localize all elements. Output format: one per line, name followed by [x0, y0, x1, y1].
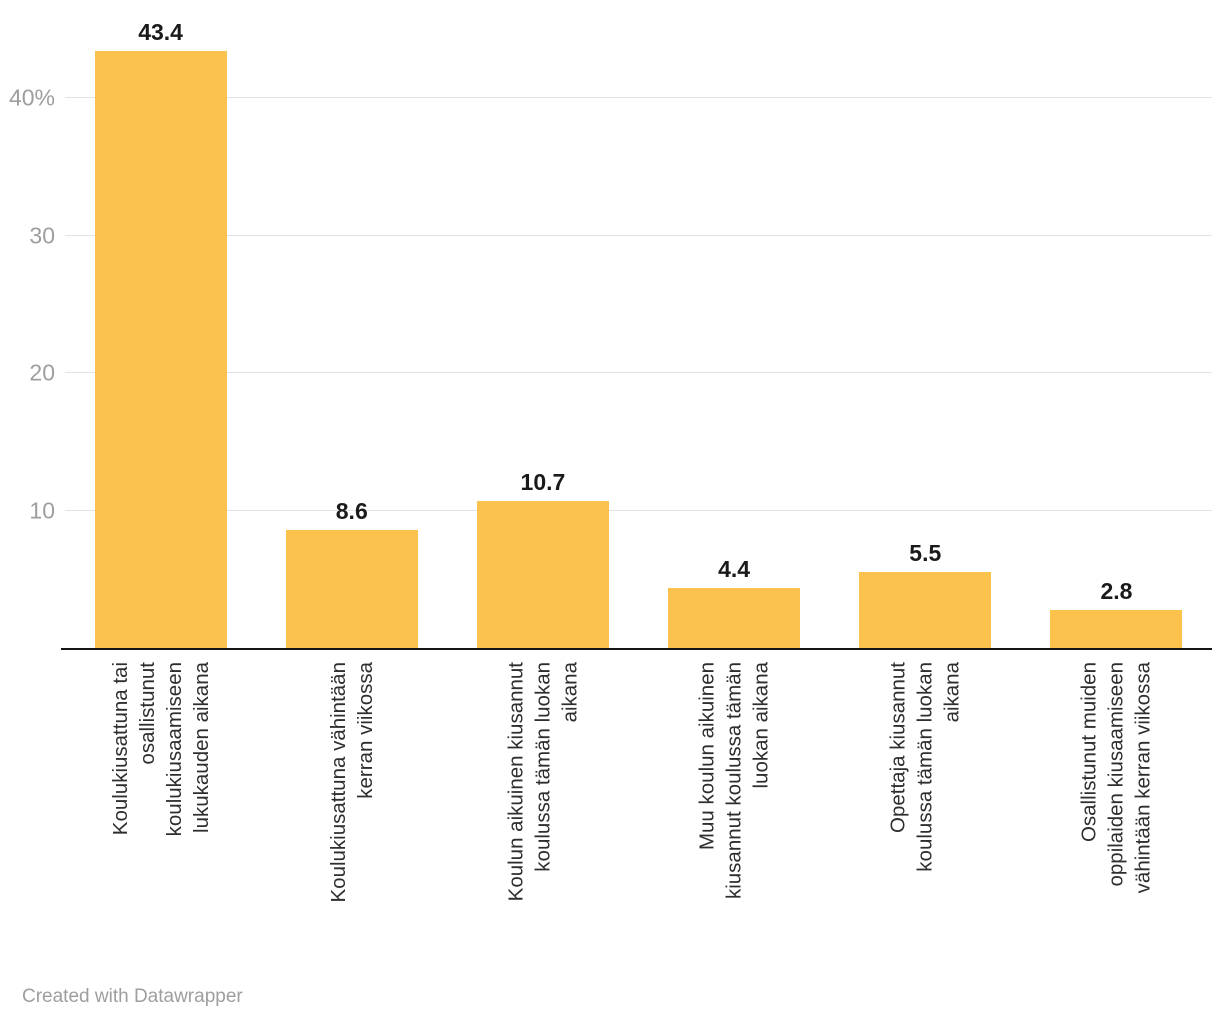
value-label: 8.6	[335, 497, 368, 524]
value-label: 43.4	[138, 19, 183, 46]
bar	[285, 529, 418, 648]
category-label-slot: Opettaja kiusannut koulussa tämän luokan…	[830, 650, 1021, 970]
category-label-slot: Osallistunut muiden oppilaiden kiusaamis…	[1021, 650, 1212, 970]
category-label-slot: Koulukiusattuna tai osallistunut kouluki…	[65, 650, 256, 970]
datawrapper-attribution-link[interactable]: Created with Datawrapper	[22, 986, 243, 1007]
category-label: Muu koulun aikuinen kiusannut koulussa t…	[695, 662, 773, 900]
bar-group: 2.8	[1021, 577, 1212, 648]
value-label: 4.4	[718, 555, 751, 582]
category-label: Opettaja kiusannut koulussa tämän luokan…	[886, 662, 964, 872]
category-label: Koulun aikuinen kiusannut koulussa tämän…	[504, 662, 582, 902]
gridline-40	[65, 97, 1212, 98]
category-label-slot: Koulukiusattuna vähintään kerran viikoss…	[256, 650, 447, 970]
y-tick-label: 40%	[8, 84, 55, 111]
value-label: 2.8	[1100, 577, 1133, 604]
bar	[1050, 609, 1183, 648]
bar	[859, 572, 992, 648]
bars-row: 43.4 8.6 10.7 4.4 5.5 2.8	[65, 21, 1212, 648]
y-tick-label: 10	[29, 497, 55, 523]
y-tick-label: 20	[29, 359, 55, 386]
bar-group: 10.7	[447, 468, 638, 648]
bar-group: 4.4	[639, 555, 830, 648]
bar	[668, 587, 801, 648]
bar-group: 5.5	[830, 542, 1021, 648]
bar	[476, 500, 609, 648]
category-label: Koulukiusattuna vähintään kerran viikoss…	[326, 662, 377, 903]
gridline-20	[65, 372, 1212, 373]
bar-group: 8.6	[256, 497, 447, 648]
value-label: 5.5	[909, 540, 942, 567]
category-label: Osallistunut muiden oppilaiden kiusaamis…	[1077, 662, 1155, 894]
x-axis-labels: Koulukiusattuna tai osallistunut kouluki…	[65, 650, 1212, 970]
category-label-slot: Koulun aikuinen kiusannut koulussa tämän…	[447, 650, 638, 970]
category-label-slot: Muu koulun aikuinen kiusannut koulussa t…	[639, 650, 830, 970]
value-label: 10.7	[520, 468, 566, 495]
x-axis-line	[61, 648, 1212, 650]
category-label: Koulukiusattuna tai osallistunut kouluki…	[108, 662, 213, 837]
bar	[94, 51, 227, 648]
gridline-30	[65, 234, 1212, 236]
bar-group: 43.4	[65, 21, 256, 648]
plot-area: 40% 30 20 10 43.4 8.6 10.7 4.4 5.5	[9, 21, 1212, 650]
y-tick-label: 30	[29, 222, 55, 248]
gridline-10	[65, 509, 1212, 511]
